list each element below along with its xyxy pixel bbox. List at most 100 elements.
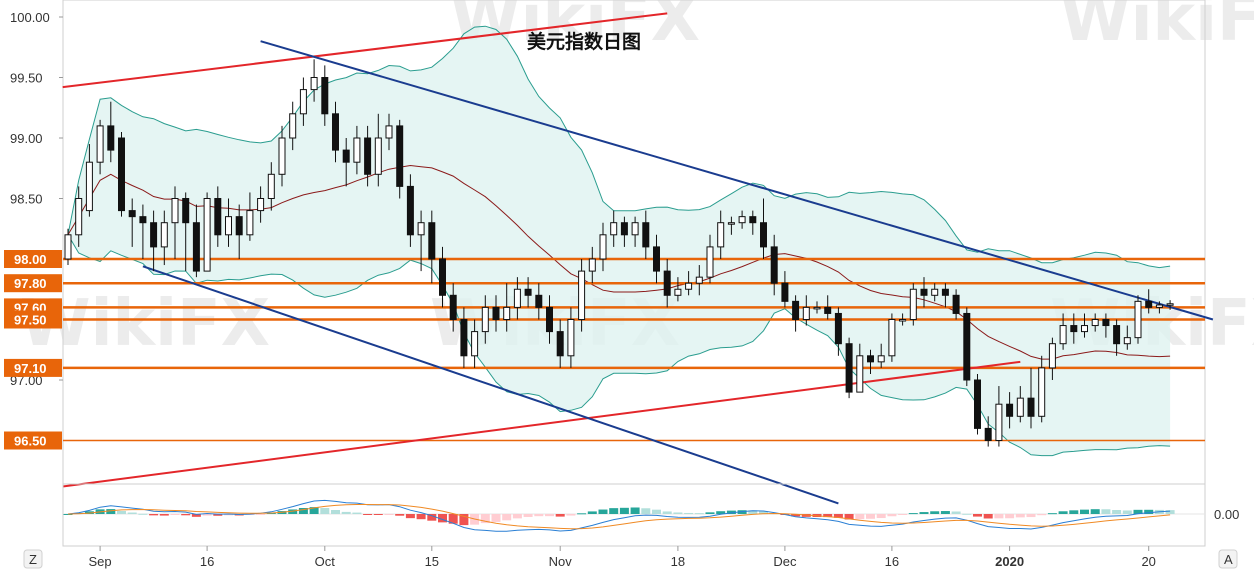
candle-body-up [203, 198, 211, 272]
x-tick-label: Sep [89, 554, 112, 569]
candle-body-down [235, 216, 243, 236]
macd-oscillator [63, 499, 1205, 532]
candle-body-down [663, 270, 671, 296]
macd-histogram-bar [823, 514, 833, 518]
x-tick-label: 18 [671, 554, 685, 569]
candle [578, 259, 586, 332]
macd-histogram-bar [866, 514, 875, 519]
level-label: 97.10 [14, 361, 47, 376]
candle [1113, 319, 1121, 356]
candle-body-down [332, 113, 339, 151]
candle-body-up [160, 222, 168, 248]
candle [503, 283, 511, 332]
candle [128, 198, 136, 247]
timezone-badge[interactable] [23, 549, 43, 569]
macd-histogram-bar [1069, 510, 1079, 514]
macd-histogram-bar [459, 514, 469, 526]
auto-scale-label: A [1224, 552, 1233, 567]
candle-body-down [824, 306, 832, 314]
macd-histogram-bar [480, 514, 490, 524]
auto-scale-button[interactable] [1218, 549, 1238, 569]
macd-histogram-bar [994, 514, 1004, 519]
candle-body-up [353, 137, 361, 163]
x-tick-label: 16 [885, 554, 899, 569]
candle-body-up [727, 222, 735, 225]
candle-body-up [1134, 300, 1142, 339]
candle [727, 216, 735, 235]
candle [85, 144, 93, 217]
candle [899, 313, 907, 326]
macd-histogram-bar [791, 514, 801, 517]
macd-histogram-bar [202, 514, 212, 516]
candle-body-down [781, 282, 789, 302]
candles [64, 59, 1174, 447]
macd-histogram-bar [1101, 509, 1111, 514]
macd-histogram-bar [384, 514, 394, 515]
level-lines [63, 257, 1205, 442]
candle-body-down [214, 198, 222, 236]
candle [535, 283, 543, 320]
macd-histogram-bar [191, 514, 201, 517]
macd-histogram-bar [373, 514, 383, 515]
candle-body-up [685, 282, 693, 290]
macd-histogram-bar [684, 512, 694, 514]
candle-body-up [1091, 319, 1099, 327]
candle [417, 210, 425, 272]
timezone-badge-label: Z [29, 552, 37, 567]
candle [1134, 295, 1142, 344]
candle [674, 277, 682, 302]
candle [1166, 300, 1174, 310]
candle [353, 125, 361, 175]
candle-body-up [931, 288, 939, 296]
candle [941, 283, 949, 308]
macd-histogram-bar [652, 509, 661, 514]
y-tick-label: 99.50 [10, 71, 43, 86]
macd-histogram-bar [1047, 513, 1057, 515]
macd-histogram-bar [448, 514, 458, 524]
candle [449, 283, 457, 332]
candle [246, 192, 254, 241]
candle [235, 204, 243, 259]
macd-histogram-bar [641, 508, 651, 514]
macd-histogram-bar [1165, 510, 1175, 514]
candle [685, 271, 693, 296]
macd-histogram-bar [181, 514, 191, 516]
candle [877, 343, 885, 368]
macd-histogram-bar [759, 511, 768, 514]
level-label-box [4, 358, 62, 377]
y-tick-label: 98.50 [10, 192, 43, 207]
candle [364, 125, 372, 187]
candle [663, 259, 671, 308]
candle-body-up [738, 216, 746, 224]
macd-histogram-bar [331, 510, 340, 514]
candle-body-down [1006, 403, 1014, 417]
candle [64, 228, 72, 266]
candle-body-up [417, 222, 425, 236]
lower-blue-channel-line [142, 265, 839, 505]
candle [1016, 386, 1024, 423]
macd-histogram-bar [523, 514, 533, 517]
candle [995, 386, 1003, 447]
candle-body-up [374, 137, 382, 175]
candle-body-up [1166, 303, 1174, 306]
candle-body-down [963, 312, 971, 381]
macd-histogram-bar [577, 513, 587, 515]
y-tick-label: 99.00 [10, 131, 43, 146]
candle [310, 59, 318, 102]
macd-histogram-bar [609, 508, 619, 514]
macd-histogram-bar [833, 514, 843, 518]
candle [974, 373, 981, 435]
macd-histogram-bar [534, 514, 544, 517]
candle-body-down [192, 222, 200, 272]
candle-body-up [310, 77, 318, 91]
candle [1145, 289, 1153, 314]
macd-histogram-bar [288, 509, 298, 514]
bollinger-lower-line [67, 234, 1171, 457]
candle [856, 343, 864, 393]
macd-histogram-bar [491, 514, 501, 522]
candle-body-up [1081, 325, 1088, 333]
candle [760, 198, 767, 259]
candle-body-up [706, 246, 714, 278]
candle-body-up [695, 276, 703, 284]
